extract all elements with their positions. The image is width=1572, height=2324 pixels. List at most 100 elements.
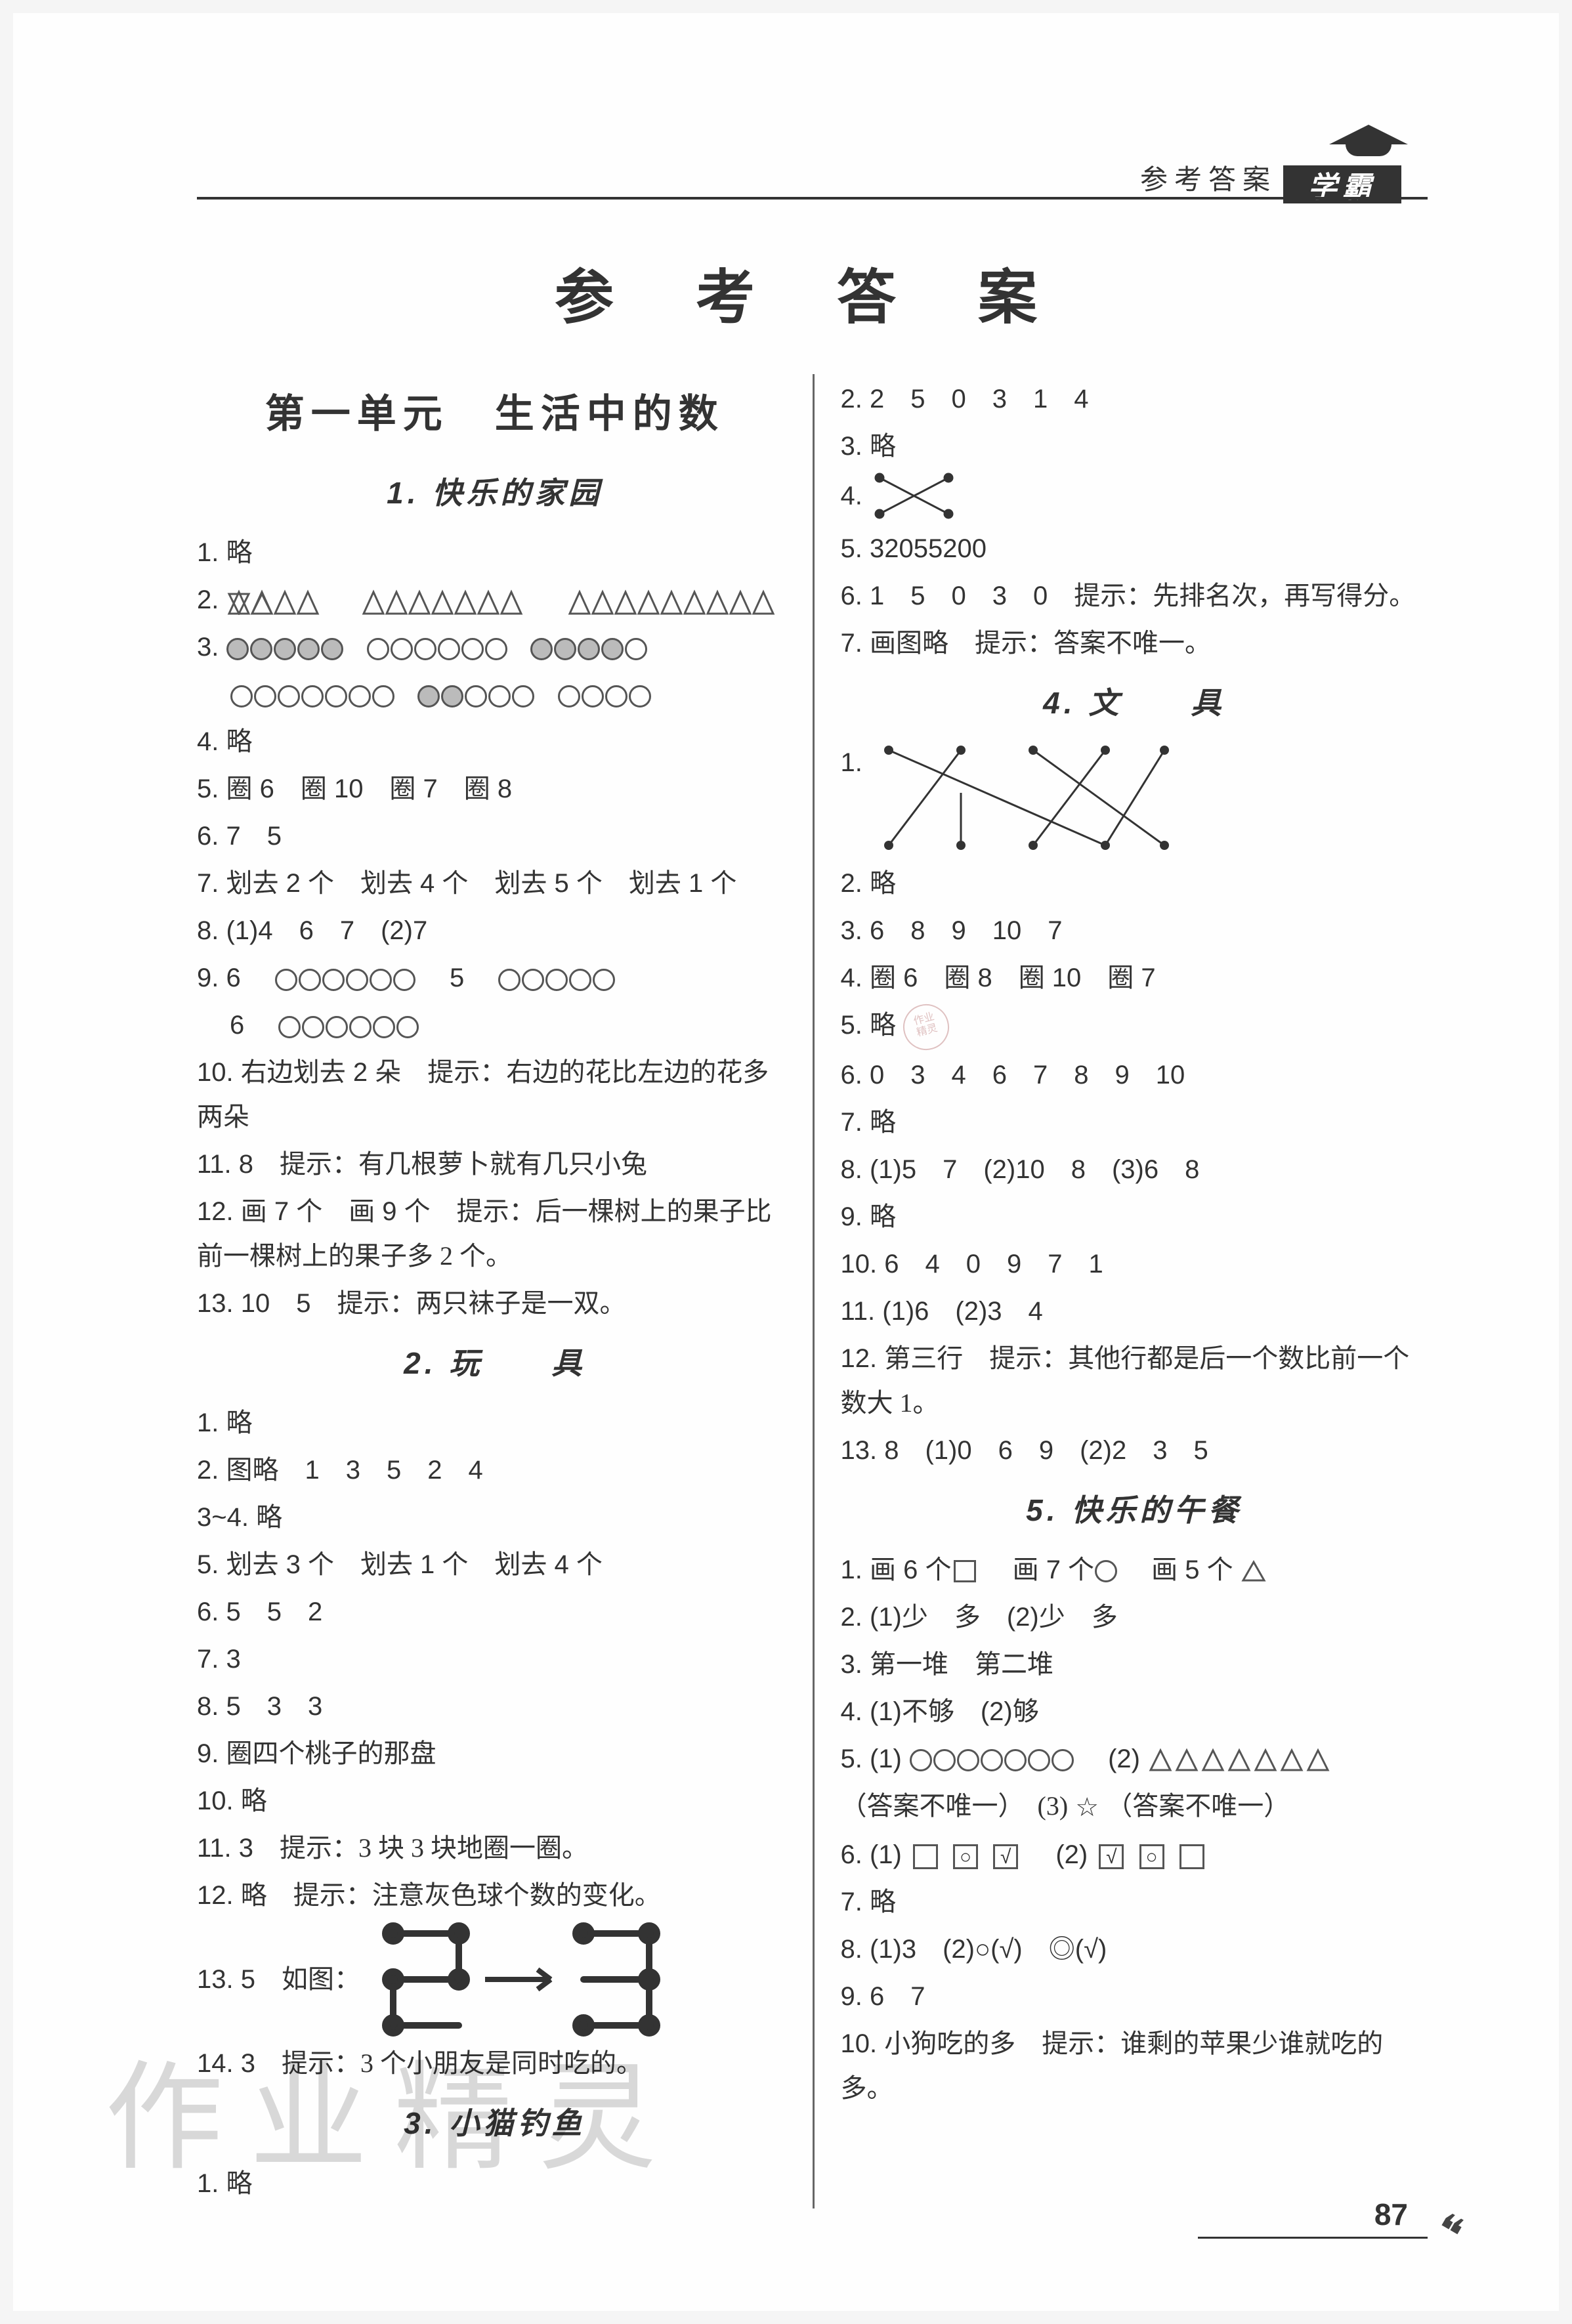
answer-line: 1. 略 xyxy=(197,2161,793,2206)
answer-line: 5. (1) (2) xyxy=(841,1737,1428,1781)
square-icon xyxy=(954,1560,976,1582)
section-1-title: 1. 快乐的家园 xyxy=(197,467,793,518)
checkbox-checked: √ xyxy=(993,1844,1018,1869)
answer-line: 7. 3 xyxy=(197,1637,793,1681)
answer-line: 1. 略 xyxy=(197,530,793,575)
label: 4. xyxy=(841,482,862,511)
label: 5 xyxy=(423,963,490,992)
answer-line: 12. 画 7 个 画 9 个 提示：后一棵树上的果子比前一棵树上的果子多 2 … xyxy=(197,1189,793,1278)
section-2-title: 2. 玩 具 xyxy=(197,1338,793,1389)
circle-group xyxy=(557,680,652,709)
answer-line: 11. 3 提示：3 块 3 块地圈一圈。 xyxy=(197,1826,793,1870)
answer-line: 1. 略 xyxy=(197,1401,793,1445)
section-4-title: 4. 文 具 xyxy=(841,677,1428,729)
text: 12. 第三行 xyxy=(841,1344,990,1373)
answer-line: 6. 5 5 2 xyxy=(197,1590,793,1634)
circle-group xyxy=(226,633,344,662)
circle-group xyxy=(498,963,616,992)
checkbox xyxy=(913,1844,938,1869)
answer-line: 2. xyxy=(197,578,793,622)
section-5-title: 5. 快乐的午餐 xyxy=(841,1485,1428,1536)
answer-line xyxy=(197,672,793,717)
answer-line: 12. 第三行 提示：其他行都是后一个数比前一个数大 1。 xyxy=(841,1336,1428,1426)
text: (2) xyxy=(1029,1840,1088,1869)
text: 5. (1) xyxy=(841,1744,902,1773)
answer-line: 9. 6 5 xyxy=(197,956,793,1000)
answer-line: 2. (1)少 多 (2)少 多 xyxy=(841,1595,1428,1639)
text: 12. 画 7 个 画 9 个 xyxy=(197,1197,457,1226)
circle-group xyxy=(417,680,535,709)
text: 6. (1) xyxy=(841,1840,902,1869)
hint-text: 提示：3 块 3 块地圈一圈。 xyxy=(280,1833,588,1863)
label: 1. xyxy=(841,740,862,858)
answer-line: 6. 0 3 4 6 7 8 9 10 xyxy=(841,1053,1428,1097)
label: 6 xyxy=(230,1011,270,1040)
answer-line: 2. 2 5 0 3 1 4 xyxy=(841,377,1428,421)
answer-line: 6 xyxy=(197,1003,793,1047)
answer-line: 4. (1)不够 (2)够 xyxy=(841,1689,1428,1734)
answer-line: 2. 略 xyxy=(841,861,1428,906)
header-label: 参考答案 xyxy=(1140,158,1277,198)
answer-line: （答案不唯一） (3) ☆ （答案不唯一） xyxy=(841,1784,1428,1830)
hint-text: 提示：先排名次，再写得分。 xyxy=(1074,581,1415,610)
text: 画 7 个 xyxy=(987,1555,1094,1584)
text: 画 5 个 xyxy=(1125,1555,1233,1584)
checkbox xyxy=(1179,1844,1204,1869)
hint-text: （答案不唯一） (3) xyxy=(841,1791,1069,1821)
section-3-title: 3. 小猫钓鱼 xyxy=(197,2098,793,2149)
answer-line: 7. 略 xyxy=(841,1100,1428,1145)
answer-line: 1. 画 6 个 画 7 个 画 5 个 xyxy=(841,1548,1428,1592)
answer-line: 4. 圈 6 圈 8 圈 10 圈 7 xyxy=(841,956,1428,1000)
answer-line: 3. 第一堆 第二堆 xyxy=(841,1642,1428,1687)
answer-line: 5. 略 作业精灵 xyxy=(841,1003,1428,1049)
answer-line: 2. 图略 1 3 5 2 4 xyxy=(197,1448,793,1492)
checkbox: ○ xyxy=(953,1844,978,1869)
answer-line: 7. 略 xyxy=(841,1880,1428,1924)
text: 12. 略 xyxy=(197,1881,293,1910)
answer-line: 3. 略 xyxy=(841,424,1428,469)
answer-line: 9. 6 7 xyxy=(841,1974,1428,2019)
answer-line: 6. 1 5 0 3 0 提示：先排名次，再写得分。 xyxy=(841,574,1428,618)
hint-text: 提示：注意灰色球个数的变化。 xyxy=(293,1880,661,1910)
answer-line: 14. 3 提示：3 个小朋友是同时吃的。 xyxy=(197,2041,793,2086)
answer-line: 10. 小狗吃的多 提示：谁剩的苹果少谁就吃的多。 xyxy=(841,2021,1428,2111)
text: 1. 画 6 个 xyxy=(841,1555,952,1584)
hint-text: 提示：有几根萝卜就有几只小兔 xyxy=(280,1149,647,1179)
content-columns: 第一单元 生活中的数 1. 快乐的家园 1. 略 2. 3. xyxy=(197,374,1428,2208)
graduation-cap-icon xyxy=(1329,131,1408,164)
answer-line: 1. xyxy=(841,740,1428,858)
answer-line: 3. 6 8 9 10 7 xyxy=(841,908,1428,953)
page-number-rule xyxy=(1198,2237,1428,2239)
circle-group xyxy=(909,1744,1074,1773)
answer-line: 13. 10 5 提示：两只袜子是一双。 xyxy=(197,1281,793,1326)
matching-diagram xyxy=(862,740,1191,858)
answer-line: 4. 略 xyxy=(197,719,793,764)
matchstick-figure xyxy=(373,1920,702,2039)
text: 10. 小狗吃的多 xyxy=(841,2029,1042,2058)
text: 10. 右边划去 2 朵 xyxy=(197,1058,427,1087)
header-rule xyxy=(197,197,1428,200)
text: 11. 8 xyxy=(197,1150,280,1179)
circle-group xyxy=(366,633,508,662)
answer-line: 8. 5 3 3 xyxy=(197,1684,793,1729)
label: 9. 6 xyxy=(197,963,267,992)
answer-line: 3. xyxy=(197,625,793,669)
answer-line: 6. 7 5 xyxy=(197,814,793,858)
triangle-group xyxy=(566,585,790,614)
answer-line: 11. 8 提示：有几根萝卜就有几只小兔 xyxy=(197,1142,793,1187)
triangle-icon xyxy=(1241,1559,1267,1583)
text: 6. 1 5 0 3 0 xyxy=(841,581,1074,610)
circle-group xyxy=(530,633,648,662)
label: 3. xyxy=(197,633,219,662)
text: 5. 略 xyxy=(841,1011,896,1040)
answer-line: 7. 画图略 提示：答案不唯一。 xyxy=(841,621,1428,666)
stamp-icon: 作业精灵 xyxy=(898,999,954,1055)
answer-line: 8. (1)5 7 (2)10 8 (3)6 8 xyxy=(841,1147,1428,1192)
right-column: 2. 2 5 0 3 1 4 3. 略 4. 5. 32055200 6. 1 … xyxy=(813,374,1428,2208)
answer-line: 6. (1) ○ √ (2) √ ○ xyxy=(841,1832,1428,1877)
text: 13. 10 5 xyxy=(197,1289,337,1318)
hint-text: （答案不唯一） xyxy=(1106,1791,1290,1821)
triangle-group xyxy=(1147,1744,1344,1773)
star-icon: ☆ xyxy=(1075,1785,1099,1830)
triangle-group xyxy=(360,585,545,614)
